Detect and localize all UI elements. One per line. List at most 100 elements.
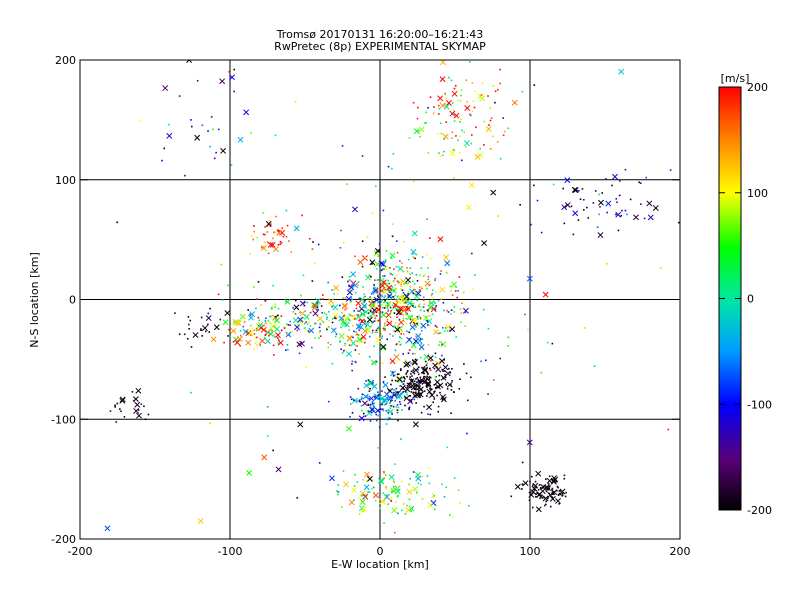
scatter-point [507,345,510,347]
scatter-point [380,301,383,303]
scatter-point [455,336,457,338]
scatter-point [376,419,378,422]
scatter-point [256,298,258,300]
scatter-point [308,321,311,323]
scatter-point [286,333,288,335]
scatter-point [419,338,422,340]
scatter-point [521,90,524,93]
scatter-point [408,137,411,139]
scatter-point [428,482,431,485]
scatter-point [474,90,477,93]
scatter-cross [346,289,353,296]
scatter-point [311,248,314,250]
scatter-point [377,249,380,252]
scatter-point [385,487,388,490]
scatter-point [351,363,353,365]
scatter-point [207,130,209,132]
scatter-point [487,327,490,330]
scatter-cross [393,353,400,360]
scatter-point [207,312,210,315]
scatter-point [551,489,553,491]
scatter-cross [220,147,227,154]
scatter-point [397,419,399,422]
scatter-point [445,486,448,489]
scatter-point [327,326,330,328]
scatter-cross [382,265,389,272]
scatter-point [382,268,385,270]
scatter-point [451,137,453,140]
scatter-point [659,267,662,270]
scatter-cross [136,412,142,419]
scatter-point [201,124,204,127]
scatter-point [357,334,360,336]
scatter-point [417,366,420,368]
scatter-point [351,298,353,301]
scatter-cross [526,275,533,282]
scatter-point [371,322,374,325]
scatter-point [306,301,309,304]
scatter-point [411,272,414,274]
scatter-point [137,409,140,411]
scatter-point [329,304,332,306]
scatter-point [287,324,290,326]
scatter-cross [490,189,497,196]
scatter-point [416,117,419,120]
scatter-point [394,394,397,396]
scatter-point [441,483,443,486]
scatter-point [410,362,412,365]
scatter-cross [633,214,639,221]
scatter-point [438,107,441,110]
scatter-point [391,307,394,310]
scatter-point [411,303,414,305]
scatter-point [290,251,293,253]
scatter-point [417,315,420,318]
scatter-point [392,371,394,373]
scatter-point [472,288,474,290]
scatter-cross [442,364,449,371]
scatter-point [443,330,446,332]
scatter-point [377,304,380,307]
scatter-point [434,386,437,389]
scatter-point [456,296,458,299]
scatter-cross [411,230,418,237]
scatter-point [469,61,471,63]
scatter-point [592,202,595,204]
scatter-point [287,349,289,351]
scatter-cross [364,471,371,478]
scatter-point [454,290,457,292]
scatter-point [381,335,384,338]
scatter-point [363,493,366,496]
scatter-cross [388,474,395,481]
scatter-cross [359,311,366,318]
scatter-cross [571,186,578,193]
scatter-point [189,319,192,322]
scatter-point [270,223,272,225]
scatter-point [371,263,373,265]
scatter-point [384,259,387,262]
scatter-point [215,151,217,154]
scatter-point [200,328,202,330]
scatter-cross [396,376,403,383]
scatter-cross [398,319,405,326]
scatter-point [438,152,440,154]
scatter-point [316,301,319,304]
colorbar-tick-label: 200 [747,81,768,94]
scatter-point [449,372,452,374]
scatter-point [449,285,452,288]
scatter-cross [416,338,423,345]
scatter-point [534,480,537,483]
scatter-cross [378,260,385,267]
scatter-point [385,410,388,412]
scatter-point [406,270,409,273]
scatter-point [353,315,356,317]
scatter-point [327,346,330,349]
scatter-point [499,82,502,85]
scatter-cross [197,518,204,525]
scatter-point [382,275,384,277]
scatter-cross [412,367,419,374]
scatter-point [368,356,371,358]
scatter-cross [369,302,376,308]
scatter-point [390,310,392,312]
scatter-point [404,404,406,407]
scatter-point [346,183,348,185]
